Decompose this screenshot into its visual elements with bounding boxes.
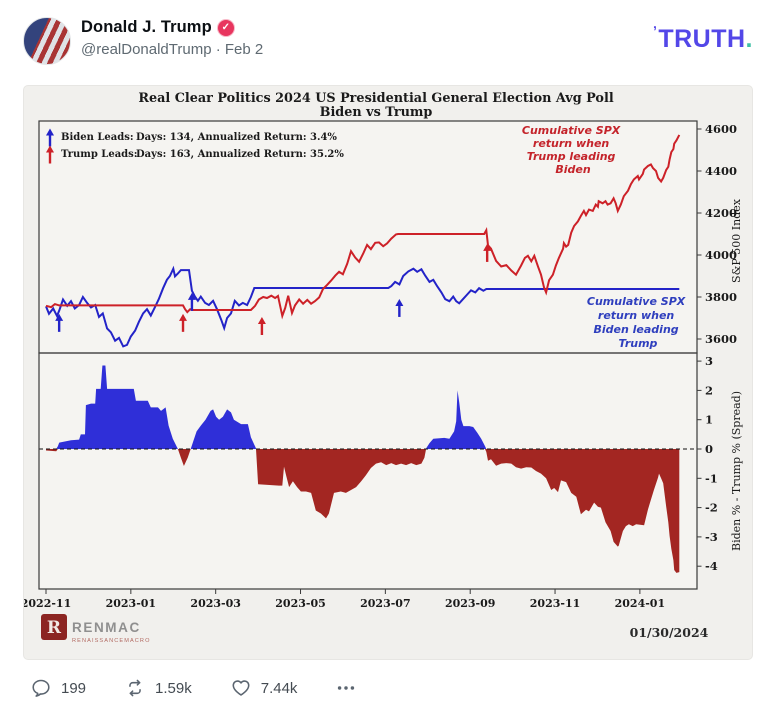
plot-frame-bottom (38, 352, 698, 590)
annotation-trump-line3: Trump leading (527, 150, 616, 163)
avatar[interactable] (23, 17, 71, 65)
author-block: Donald J. Trump ✓ @realDonaldTrump · Feb… (81, 17, 263, 58)
y-tick-bottom-label: 2 (705, 383, 713, 397)
y-tick-top-label: 4600 (705, 122, 737, 136)
truth-social-logo: ʼ TRUTH. (652, 23, 753, 54)
x-tick-label: 2023-09 (445, 597, 496, 610)
truth-logo-word: TRUTH (658, 25, 746, 53)
renmac-wordmark: RENMAC (72, 620, 141, 635)
annotation-biden-line1: Cumulative SPX (587, 295, 686, 308)
spread-area-trump-negative (46, 449, 680, 573)
y-tick-bottom-label: 1 (705, 413, 713, 427)
y-tick-bottom-label: 3 (705, 354, 713, 368)
y-tick-top-label: 4200 (705, 206, 737, 220)
legend-biden-arrow-icon (46, 128, 54, 136)
y-axis-label-bottom: Biden % - Trump % (Spread) (730, 391, 743, 551)
retruth-button[interactable]: 1.59k (124, 677, 192, 699)
y-tick-bottom-label: 0 (705, 442, 713, 456)
heart-icon (232, 680, 250, 696)
y-tick-top-label: 3800 (705, 290, 737, 304)
legend-trump-label: Trump Leads: (61, 149, 138, 160)
x-tick-label: 2023-07 (360, 597, 411, 610)
x-tick-label: 2023-05 (275, 597, 326, 610)
reply-count: 199 (61, 679, 87, 697)
annotation-trump-line1: Cumulative SPX (522, 124, 621, 137)
annotation-biden-line4: Trump (619, 337, 658, 350)
renmac-logo-icon (41, 614, 67, 640)
biden-spx-line (45, 265, 680, 348)
y-tick-top-label: 4000 (705, 248, 737, 262)
chart-svg: 4600 4400 4200 4000 3800 3600 3 2 1 0 -1 -2 -3 -4 2022… (24, 91, 743, 644)
legend-row-trump: Trump Leads: Days: 163, Annualized Retur… (61, 149, 344, 160)
annotation-trump-leading: Cumulative SPX return when Trump leading… (522, 124, 624, 176)
y-tick-bottom-label: -4 (705, 559, 718, 573)
legend-biden-detail: Days: 134, Annualized Return: 3.4% (136, 132, 337, 143)
y-tick-bottom-label: -1 (705, 471, 718, 485)
y-axis-label-top: S&P 500 Index (730, 198, 743, 283)
legend-trump-detail: Days: 163, Annualized Return: 35.2% (136, 149, 344, 160)
chart-title-line2: Biden vs Trump (320, 105, 433, 120)
like-count: 7.44k (260, 679, 298, 697)
annotation-trump-line2: return when (533, 137, 610, 150)
x-tick-label: 2022-11 (24, 597, 71, 610)
trump-lead-arrow (483, 243, 492, 251)
y-tick-bottom-label: -2 (705, 501, 718, 515)
y-tick-top-label: 3600 (705, 332, 737, 346)
x-tick-label: 2023-01 (106, 597, 157, 610)
truth-logo-dot: . (745, 25, 753, 53)
annotation-biden-line3: Biden leading (594, 323, 679, 336)
biden-lead-arrow (395, 298, 404, 306)
retruth-count: 1.59k (155, 679, 192, 697)
annotation-trump-line4: Biden (555, 163, 590, 176)
trump-lead-arrow (257, 317, 266, 324)
reply-bubble-icon (32, 679, 50, 697)
renmac-subtitle: RENAISSANCEMACRO (72, 638, 151, 644)
engagement-bar: 199 1.59k 7.44k (0, 660, 777, 699)
legend-biden-label: Biden Leads: (61, 132, 134, 143)
truth-logo-mark-icon: ʼ (652, 23, 658, 39)
spread-area-biden-positive (46, 365, 680, 449)
y-tick-top-label: 4400 (705, 164, 737, 178)
annotation-biden-leading: Cumulative SPX return when Biden leading… (587, 295, 689, 350)
x-tick-label: 2023-03 (190, 597, 241, 610)
renmac-logo-letter: R (47, 618, 62, 638)
biden-lead-arrow (187, 292, 196, 300)
legend-trump-arrow-icon (46, 145, 54, 153)
chart-date-label: 01/30/2024 (630, 625, 709, 640)
post-header: Donald J. Trump ✓ @realDonaldTrump · Feb… (0, 0, 777, 65)
reply-button[interactable]: 199 (30, 677, 86, 699)
like-button[interactable]: 7.44k (230, 677, 298, 699)
trump-spx-line (45, 134, 681, 320)
x-tick-label: 2023-11 (530, 597, 581, 610)
chart-title-line1: Real Clear Politics 2024 US Presidential… (138, 91, 614, 106)
retruth-icon (129, 679, 141, 697)
verified-badge-icon: ✓ (217, 19, 234, 36)
trump-lead-arrow (179, 313, 188, 321)
more-dots-icon (338, 686, 355, 690)
biden-lead-arrow (55, 313, 64, 321)
more-options-button[interactable] (335, 677, 357, 699)
post-image-poll-spx-chart[interactable]: 4600 4400 4200 4000 3800 3600 3 2 1 0 -1 -2 -3 -4 2022… (23, 85, 753, 660)
annotation-biden-line2: return when (598, 309, 675, 322)
legend-row-biden: Biden Leads: Days: 134, Annualized Retur… (61, 132, 337, 143)
chart-generated-layer: 4600 4400 4200 4000 3800 3600 3 2 1 0 -1 -2 -3 -4 2022… (24, 120, 737, 610)
x-tick-label: 2024-01 (615, 597, 666, 610)
y-tick-bottom-label: -3 (705, 530, 718, 544)
author-name[interactable]: Donald J. Trump (81, 18, 212, 36)
plot-bg-top (39, 121, 697, 353)
author-handle-timestamp[interactable]: @realDonaldTrump · Feb 2 (81, 41, 264, 58)
